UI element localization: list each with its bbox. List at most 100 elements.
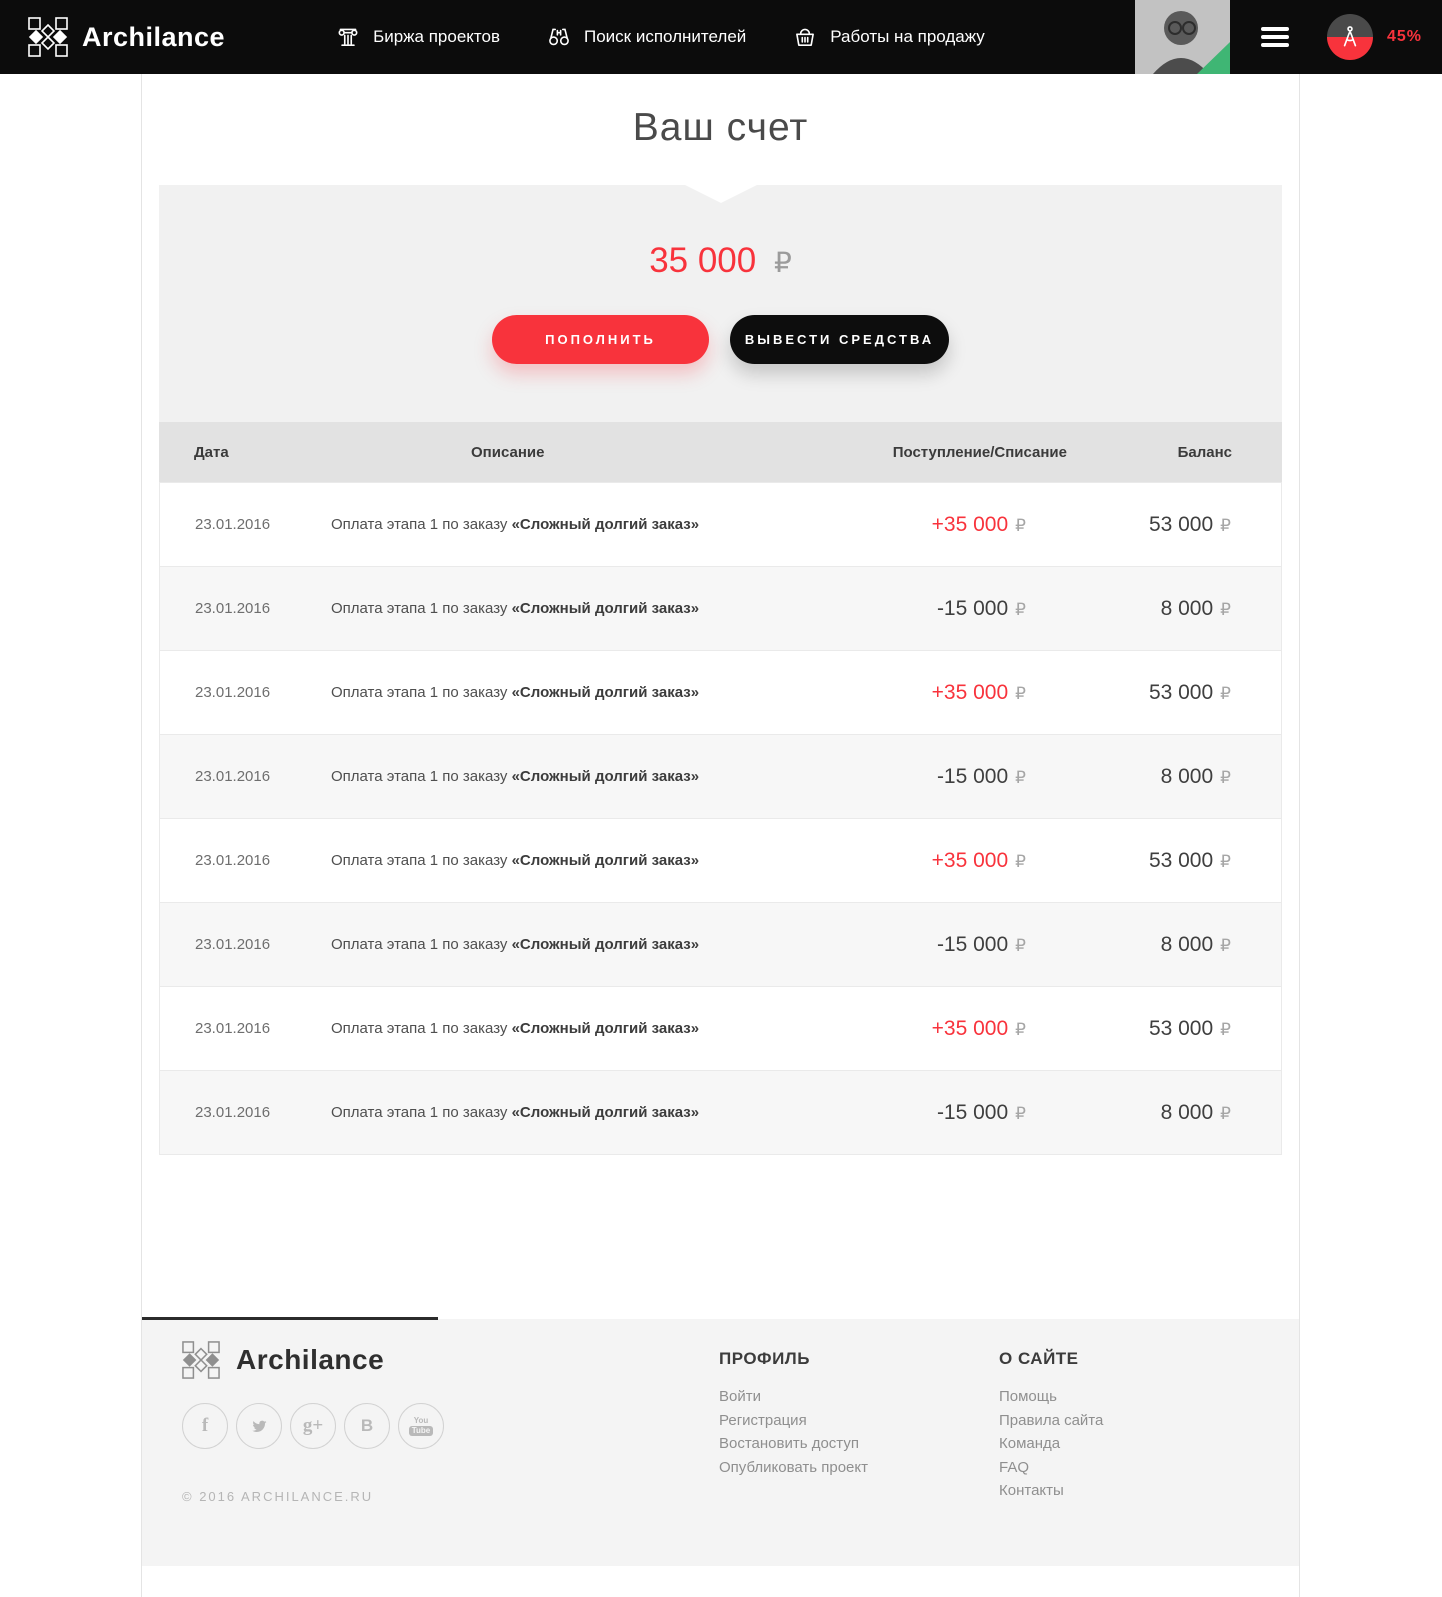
footer-brand-name: Archilance	[236, 1344, 385, 1375]
transaction-description: Оплата этапа 1 по заказу «Сложный долгий…	[331, 684, 700, 701]
transaction-date: 23.01.2016	[195, 768, 271, 785]
withdraw-button[interactable]: ВЫВЕСТИ СРЕДСТВА	[730, 315, 949, 364]
table-header-row: Дата Описание Поступление/Списание Балан…	[159, 422, 1282, 482]
basket-icon	[796, 28, 815, 46]
balance-actions: ПОПОЛНИТЬ ВЫВЕСТИ СРЕДСТВА	[159, 315, 1282, 364]
transaction-description: Оплата этапа 1 по заказу «Сложный долгий…	[331, 936, 700, 953]
ruble-sign: ₽	[1220, 1103, 1231, 1123]
transaction-amount: +35 000 ₽	[931, 512, 1026, 536]
transaction-amount: +35 000 ₽	[931, 680, 1026, 704]
table-row[interactable]: 23.01.2016 Оплата этапа 1 по заказу «Сло…	[160, 482, 1281, 566]
brand-logo[interactable]: Archilance	[28, 17, 225, 57]
top-header: Archilance Биржа проектов	[0, 0, 1442, 74]
transaction-date: 23.01.2016	[195, 852, 271, 869]
behance-icon[interactable]: B	[344, 1403, 390, 1449]
footer-link[interactable]: Помощь	[999, 1388, 1057, 1405]
table-row[interactable]: 23.01.2016 Оплата этапа 1 по заказу «Сло…	[160, 566, 1281, 650]
transaction-balance: 8 000 ₽	[1160, 596, 1231, 620]
nav-item-works-for-sale[interactable]: Работы на продажу	[792, 24, 985, 50]
transaction-amount: -15 000 ₽	[936, 596, 1026, 620]
footer-link[interactable]: Опубликовать проект	[719, 1458, 868, 1476]
ruble-sign: ₽	[1015, 515, 1026, 535]
profile-progress-value: 45%	[1386, 28, 1422, 45]
column-header-balance: Баланс	[1177, 443, 1232, 461]
nav-item-projects-exchange[interactable]: Биржа проектов	[335, 24, 500, 50]
transaction-description: Оплата этапа 1 по заказу «Сложный долгий…	[331, 600, 700, 617]
profile-progress-icon[interactable]	[1326, 14, 1373, 60]
transaction-description: Оплата этапа 1 по заказу «Сложный долгий…	[331, 516, 700, 533]
transaction-date: 23.01.2016	[195, 936, 271, 953]
table-row[interactable]: 23.01.2016 Оплата этапа 1 по заказу «Сло…	[160, 986, 1281, 1070]
archilance-logo-icon	[28, 17, 68, 57]
avatar-photo	[1134, 0, 1230, 74]
page-container: Ваш счет 35 000 ₽ ПОПОЛНИТЬ ВЫВЕСТИ СРЕД…	[141, 74, 1300, 1597]
ruble-sign: ₽	[1220, 599, 1231, 619]
hamburger-menu-icon[interactable]	[1260, 23, 1289, 51]
nav-item-find-performers[interactable]: Поиск исполнителей	[546, 24, 746, 50]
table-row[interactable]: 23.01.2016 Оплата этапа 1 по заказу «Сло…	[160, 650, 1281, 734]
transaction-date: 23.01.2016	[195, 600, 271, 617]
transaction-date: 23.01.2016	[195, 684, 271, 701]
footer-column-profile: ПРОФИЛЬ Войти Регистрация Востановить до…	[719, 1341, 999, 1566]
column-header-amount: Поступление/Списание	[892, 443, 1067, 461]
twitter-icon[interactable]	[236, 1403, 282, 1449]
transaction-amount: +35 000 ₽	[931, 1016, 1026, 1040]
transaction-amount: -15 000 ₽	[936, 932, 1026, 956]
ruble-sign: ₽	[1015, 683, 1026, 703]
user-avatar[interactable]	[1134, 0, 1230, 74]
transaction-balance: 8 000 ₽	[1160, 764, 1231, 788]
transaction-amount: +35 000 ₽	[931, 848, 1026, 872]
table-row[interactable]: 23.01.2016 Оплата этапа 1 по заказу «Сло…	[160, 902, 1281, 986]
footer-link[interactable]: Регистрация	[719, 1411, 807, 1429]
footer-link[interactable]: FAQ	[999, 1458, 1030, 1476]
footer-link[interactable]: Контакты	[999, 1482, 1064, 1499]
transaction-balance: 8 000 ₽	[1160, 1100, 1231, 1124]
ruble-sign: ₽	[1220, 1019, 1231, 1039]
archilance-logo-icon	[182, 1341, 220, 1379]
drafting-compass-icon	[1343, 26, 1357, 47]
topup-button[interactable]: ПОПОЛНИТЬ	[492, 315, 709, 364]
main-nav: Биржа проектов Поиск исполнителей	[335, 24, 1031, 50]
transaction-balance: 53 000 ₽	[1148, 512, 1231, 536]
footer-brand[interactable]: Archilance	[182, 1341, 719, 1379]
ruble-sign: ₽	[1220, 683, 1231, 703]
transaction-amount: -15 000 ₽	[936, 1100, 1026, 1124]
facebook-icon[interactable]: f	[182, 1403, 228, 1449]
page-title: Ваш счет	[632, 106, 809, 149]
nav-label: Биржа проектов	[373, 27, 500, 46]
table-row[interactable]: 23.01.2016 Оплата этапа 1 по заказу «Сло…	[160, 734, 1281, 818]
transaction-balance: 53 000 ₽	[1148, 1016, 1231, 1040]
transaction-date: 23.01.2016	[195, 516, 271, 533]
footer-link[interactable]: Команда	[999, 1435, 1061, 1452]
nav-label: Поиск исполнителей	[584, 27, 747, 46]
footer-link[interactable]: Правила сайта	[999, 1411, 1104, 1429]
table-row[interactable]: 23.01.2016 Оплата этапа 1 по заказу «Сло…	[160, 818, 1281, 902]
transactions-table: Дата Описание Поступление/Списание Балан…	[159, 422, 1282, 1155]
transaction-description: Оплата этапа 1 по заказу «Сложный долгий…	[331, 1104, 700, 1121]
column-header-description: Описание	[471, 443, 545, 461]
panel-notch	[684, 185, 757, 203]
footer-link[interactable]: Востановить доступ	[719, 1435, 859, 1452]
footer-column-about: О САЙТЕ Помощь Правила сайта Команда FAQ…	[999, 1341, 1103, 1566]
transaction-amount: -15 000 ₽	[936, 764, 1026, 788]
youtube-icon[interactable]: You Tube	[398, 1403, 444, 1449]
google-plus-icon[interactable]: g+	[290, 1403, 336, 1449]
account-balance: 35 000 ₽	[159, 185, 1282, 281]
ruble-sign: ₽	[1015, 1103, 1026, 1123]
twitter-bird-icon	[252, 1420, 267, 1433]
transaction-balance: 53 000 ₽	[1148, 848, 1231, 872]
brand-name: Archilance	[82, 21, 226, 52]
table-row[interactable]: 23.01.2016 Оплата этапа 1 по заказу «Сло…	[160, 1070, 1281, 1154]
balance-panel: 35 000 ₽ ПОПОЛНИТЬ ВЫВЕСТИ СРЕДСТВА	[159, 185, 1282, 422]
ruble-sign: ₽	[1015, 767, 1026, 787]
ruble-sign: ₽	[1220, 851, 1231, 871]
footer-left: Archilance f g+ B You Tube © 2016 ARCHILA…	[182, 1341, 719, 1566]
transaction-balance: 53 000 ₽	[1148, 680, 1231, 704]
column-header-date: Дата	[194, 443, 229, 461]
transaction-description: Оплата этапа 1 по заказу «Сложный долгий…	[331, 768, 700, 785]
ruble-sign: ₽	[1015, 1019, 1026, 1039]
ruble-sign: ₽	[1015, 599, 1026, 619]
transaction-date: 23.01.2016	[195, 1020, 271, 1037]
binoculars-icon	[549, 28, 569, 46]
footer-link[interactable]: Войти	[719, 1388, 761, 1405]
